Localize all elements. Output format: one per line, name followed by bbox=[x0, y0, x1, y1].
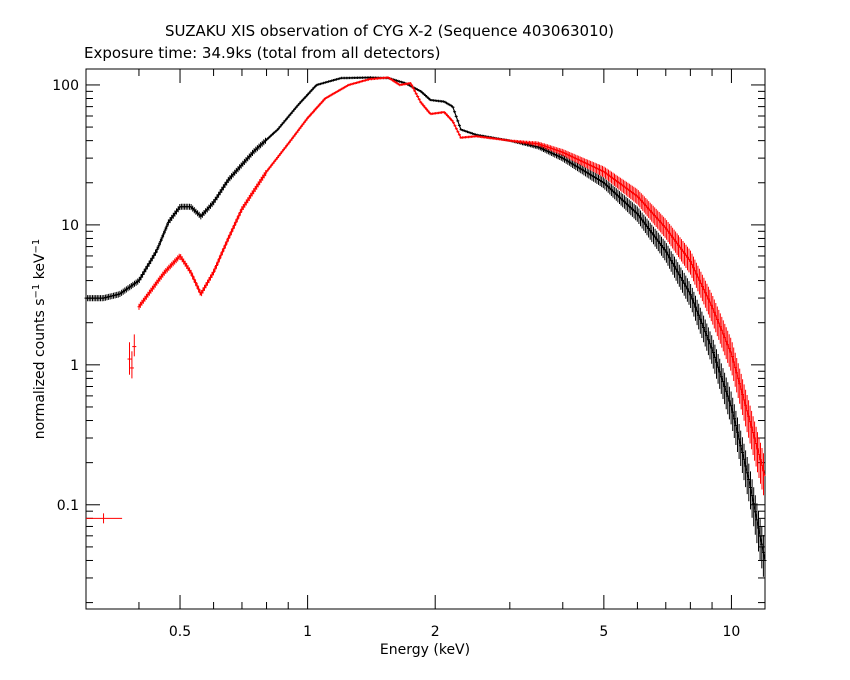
series-line bbox=[138, 76, 766, 477]
y-axis-label-exp1: −1 bbox=[31, 284, 42, 299]
x-tick-label: 2 bbox=[431, 624, 440, 640]
plot-frame bbox=[85, 68, 766, 610]
series-black bbox=[84, 76, 767, 586]
axis-ticks bbox=[85, 69, 765, 609]
series-red bbox=[137, 76, 766, 496]
x-tick-label: 1 bbox=[303, 624, 312, 640]
x-tick-label: 10 bbox=[723, 624, 741, 640]
y-axis-label-exp2: −1 bbox=[31, 239, 42, 254]
series-error-bars bbox=[84, 76, 767, 586]
y-tick-label: 0.1 bbox=[57, 498, 79, 514]
series-line bbox=[86, 76, 766, 561]
tick-labels: 0.5 1 2 5 10 0.1 1 10 100 bbox=[52, 78, 740, 640]
series-layer bbox=[84, 76, 767, 586]
y-tick-label: 100 bbox=[52, 78, 79, 94]
x-axis-label: Energy (keV) bbox=[380, 642, 470, 658]
red-low-energy-points bbox=[86, 334, 137, 524]
y-axis-label-mid: keV bbox=[32, 253, 48, 284]
chart-title: SUZAKU XIS observation of CYG X-2 (Seque… bbox=[165, 22, 615, 40]
series-error-bars bbox=[137, 76, 765, 496]
x-tick-label: 5 bbox=[599, 624, 608, 640]
y-tick-label: 1 bbox=[70, 358, 79, 374]
chart-subtitle: Exposure time: 34.9ks (total from all de… bbox=[84, 44, 441, 62]
y-axis-label: normalized counts s−1 keV−1 bbox=[31, 239, 49, 440]
y-axis-label-main: normalized counts s bbox=[32, 298, 48, 439]
x-tick-label: 0.5 bbox=[169, 624, 191, 640]
y-tick-label: 10 bbox=[61, 218, 79, 234]
